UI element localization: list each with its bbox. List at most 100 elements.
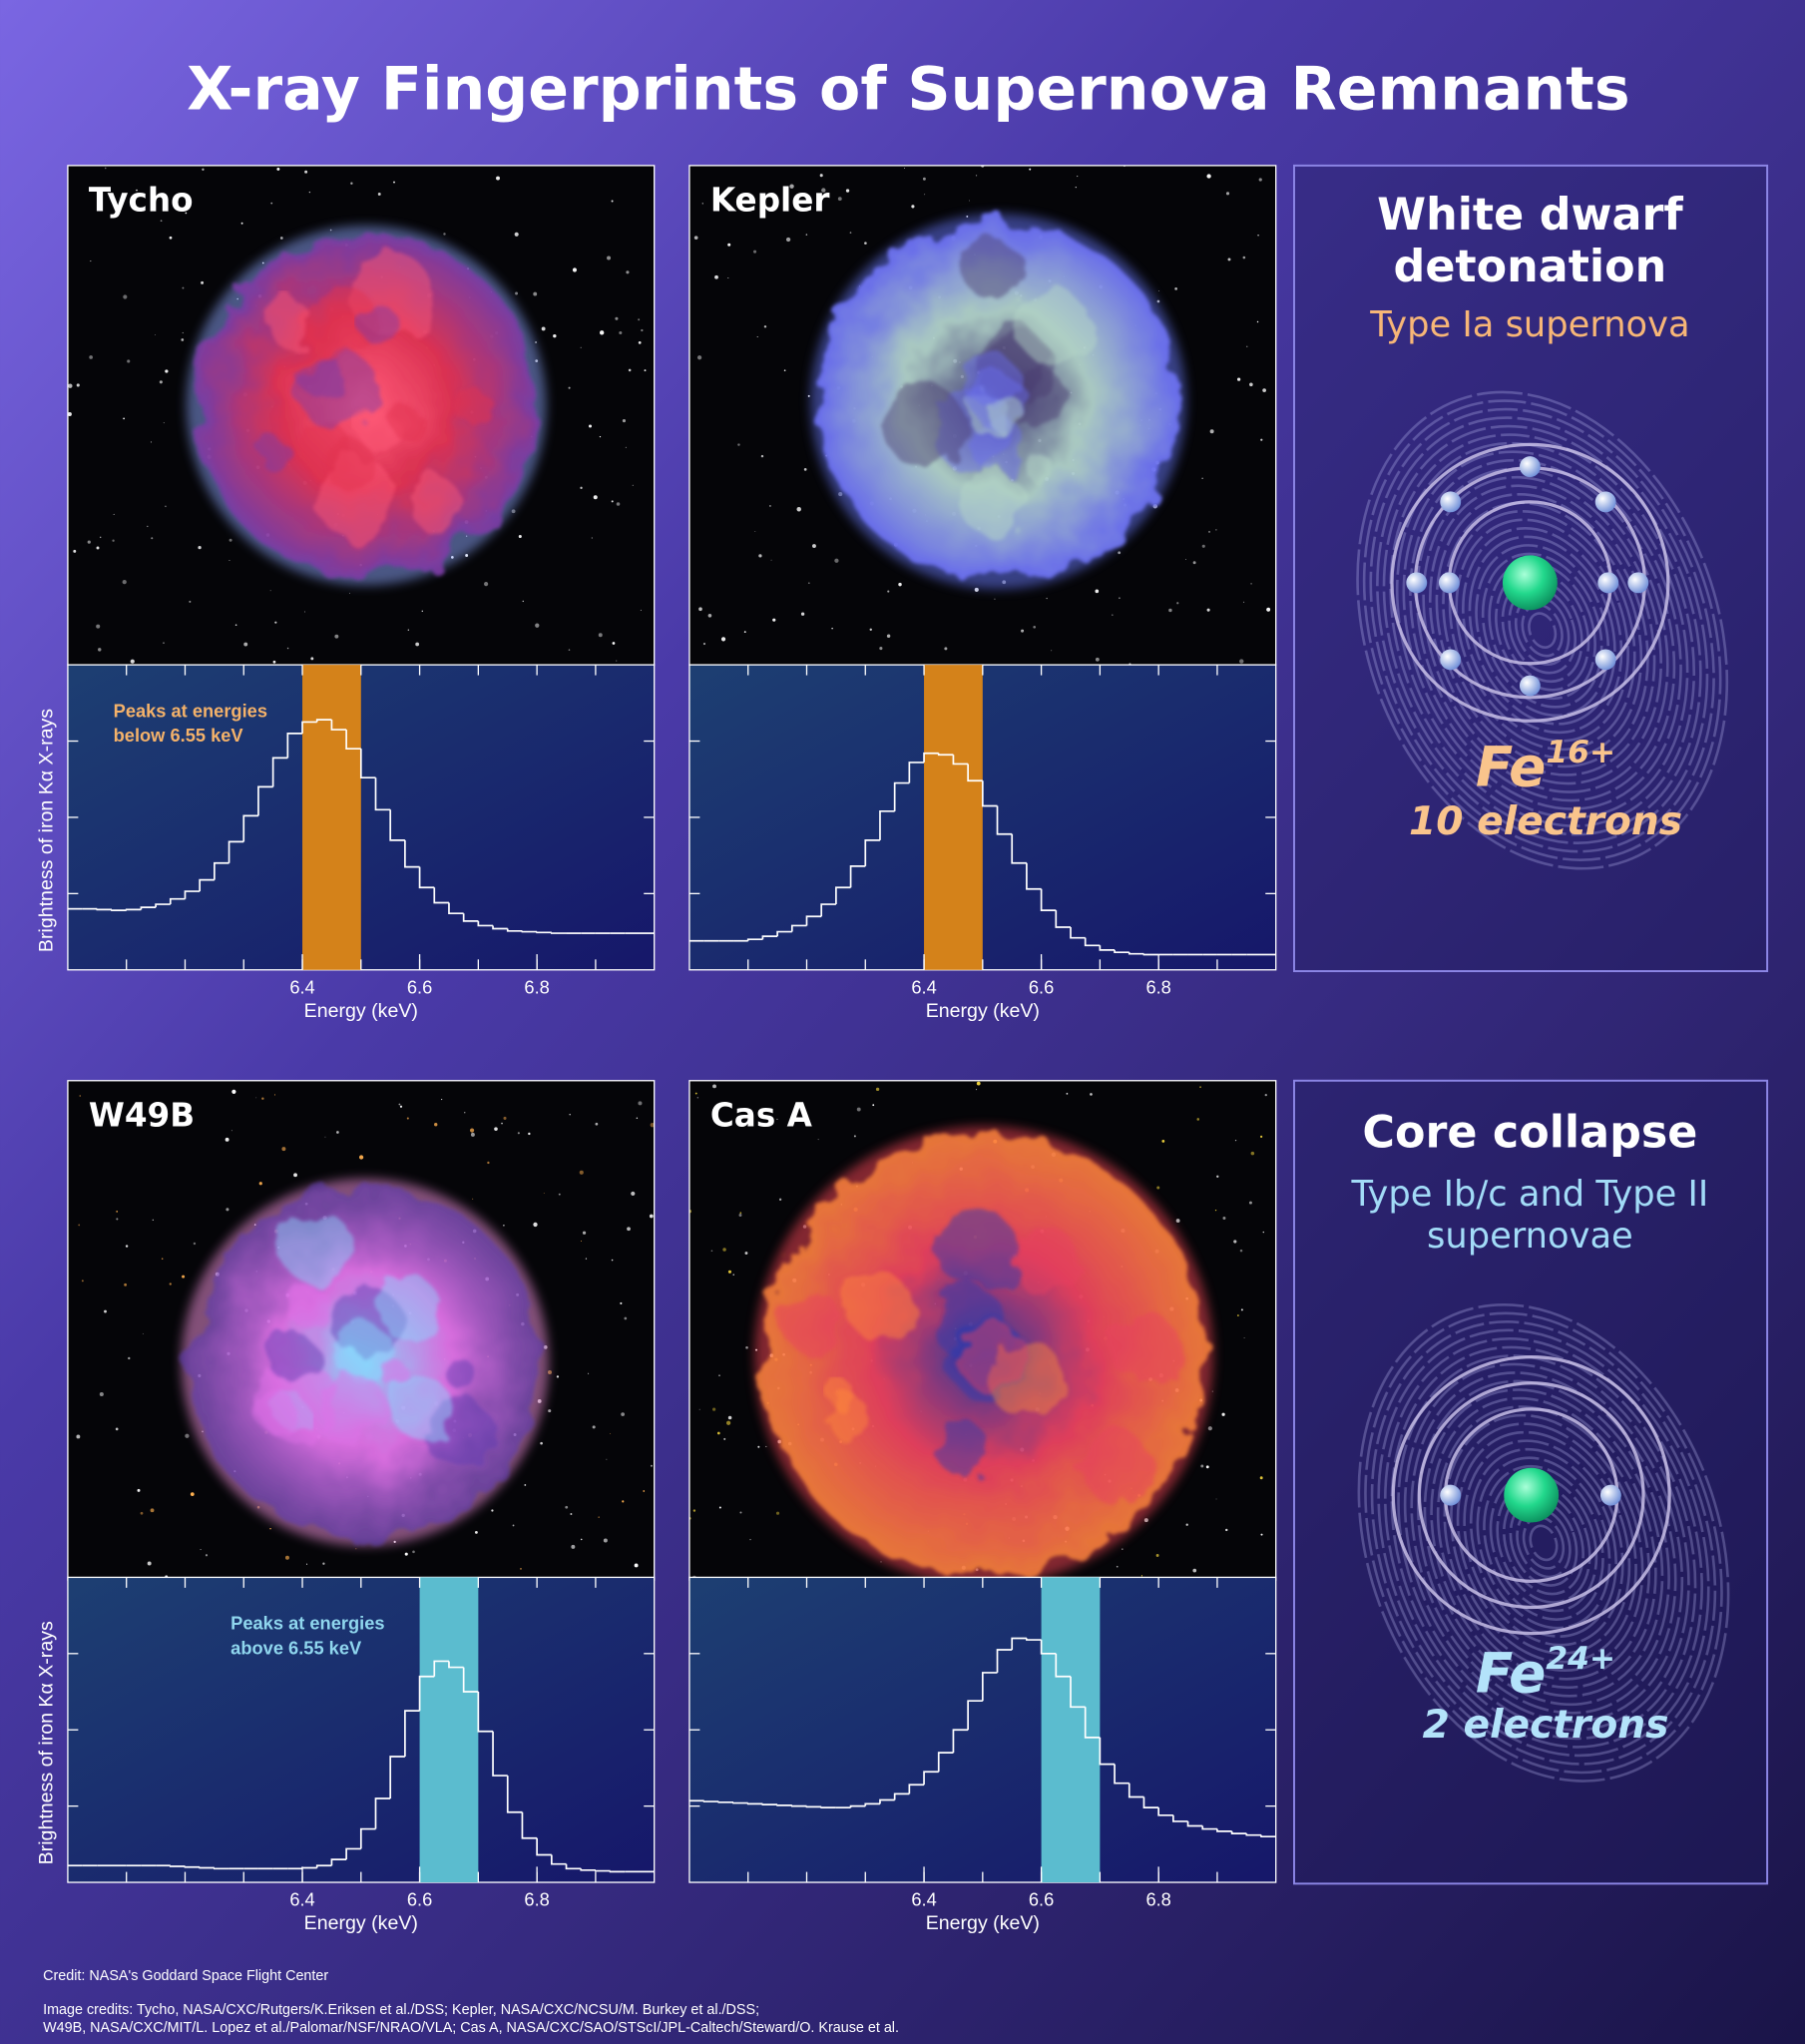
highlight-band <box>419 1577 479 1883</box>
histogram-step <box>330 1858 347 1866</box>
histogram-step <box>1026 862 1042 890</box>
histogram-step <box>1084 937 1101 947</box>
star <box>1239 659 1244 664</box>
chart-panel: Kepler 6.4 6.6 6.8 Energy (keV) <box>688 165 1277 1022</box>
remnant-knot <box>408 477 462 530</box>
star <box>522 600 524 603</box>
star <box>443 233 446 236</box>
star <box>142 1332 144 1334</box>
star <box>620 1301 623 1304</box>
histogram-step <box>330 720 347 731</box>
histogram-step <box>1011 833 1027 864</box>
fingerprint-ridge <box>1428 484 1656 776</box>
star <box>276 167 280 171</box>
histogram-step <box>315 719 332 723</box>
star <box>568 649 571 651</box>
star <box>113 513 115 515</box>
remnant-knot <box>285 1283 329 1327</box>
star <box>308 191 311 194</box>
type-panel: Core collapse Type Ib/c and Type IIsupern… <box>1293 1079 1769 1885</box>
star <box>136 189 138 192</box>
star <box>258 1182 262 1186</box>
histogram-step <box>433 887 449 904</box>
star <box>407 629 410 631</box>
star <box>274 621 277 624</box>
histogram-step <box>849 1804 866 1808</box>
star <box>269 590 271 592</box>
star <box>1075 186 1077 189</box>
ion: Fe24+ <box>1476 1641 1615 1706</box>
star <box>720 637 726 642</box>
star <box>1046 597 1048 600</box>
star <box>969 200 970 202</box>
star <box>1221 1412 1225 1416</box>
histogram-step <box>879 1798 895 1804</box>
star <box>622 1500 625 1503</box>
histogram-step <box>169 897 186 905</box>
star <box>230 1130 232 1132</box>
star <box>571 1544 576 1549</box>
star <box>694 1092 697 1095</box>
star <box>98 648 102 652</box>
star <box>548 1369 552 1374</box>
histogram-step <box>169 1865 186 1867</box>
star <box>1196 1118 1200 1121</box>
histogram-step <box>199 878 215 892</box>
star <box>469 1128 475 1133</box>
y-axis-label: Brightness of iron Kα X-rays <box>35 1621 57 1864</box>
histogram-step <box>418 1675 435 1712</box>
star <box>598 1516 600 1518</box>
star <box>1260 1533 1263 1536</box>
star <box>805 234 808 236</box>
star <box>399 1105 403 1108</box>
star <box>286 647 289 650</box>
star <box>607 256 612 260</box>
star <box>710 1250 713 1253</box>
star <box>579 1170 584 1175</box>
fingerprint-ridge <box>1455 518 1629 743</box>
star <box>743 631 746 634</box>
star <box>96 624 101 629</box>
star <box>1175 1219 1180 1223</box>
remnant-knot <box>323 439 374 490</box>
star <box>1250 1151 1255 1156</box>
remnant-knot <box>780 1290 843 1353</box>
histogram-step <box>301 721 317 734</box>
star <box>1246 345 1248 347</box>
fingerprint-ridge <box>1529 1524 1559 1562</box>
panel-heading: White dwarf <box>1377 190 1683 241</box>
star <box>1266 607 1271 612</box>
star <box>593 495 598 500</box>
remnant-knot <box>265 299 312 346</box>
x-axis-label: Energy (keV) <box>304 1000 418 1022</box>
star <box>1225 192 1230 196</box>
fingerprint-ridge <box>1417 1379 1670 1707</box>
x-tick-label: 6.6 <box>1029 976 1054 997</box>
histogram-step <box>1040 888 1057 912</box>
star <box>1155 1554 1159 1557</box>
remnant-knot <box>391 1377 454 1440</box>
star <box>611 200 614 203</box>
star <box>169 1282 172 1285</box>
star <box>165 505 167 508</box>
histogram-step <box>140 906 157 910</box>
star <box>96 546 100 550</box>
star <box>1249 382 1253 387</box>
remnant-knot <box>267 1332 317 1382</box>
histogram-step <box>1099 945 1116 951</box>
fingerprint-ridge <box>1395 441 1689 819</box>
star <box>104 167 107 170</box>
panel-heading: detonation <box>1394 242 1667 292</box>
panel-subheading: Type Ia supernova <box>1369 304 1689 345</box>
histogram-step <box>1157 1807 1173 1816</box>
histogram-step <box>492 1731 508 1777</box>
star <box>558 1193 561 1196</box>
remnant-knot <box>958 469 1024 535</box>
star <box>1199 1086 1201 1088</box>
histogram-step <box>315 1864 332 1868</box>
fingerprint-ridge <box>1376 416 1709 844</box>
star <box>696 1097 699 1099</box>
star <box>611 500 614 503</box>
star <box>234 624 237 627</box>
star <box>185 212 188 215</box>
